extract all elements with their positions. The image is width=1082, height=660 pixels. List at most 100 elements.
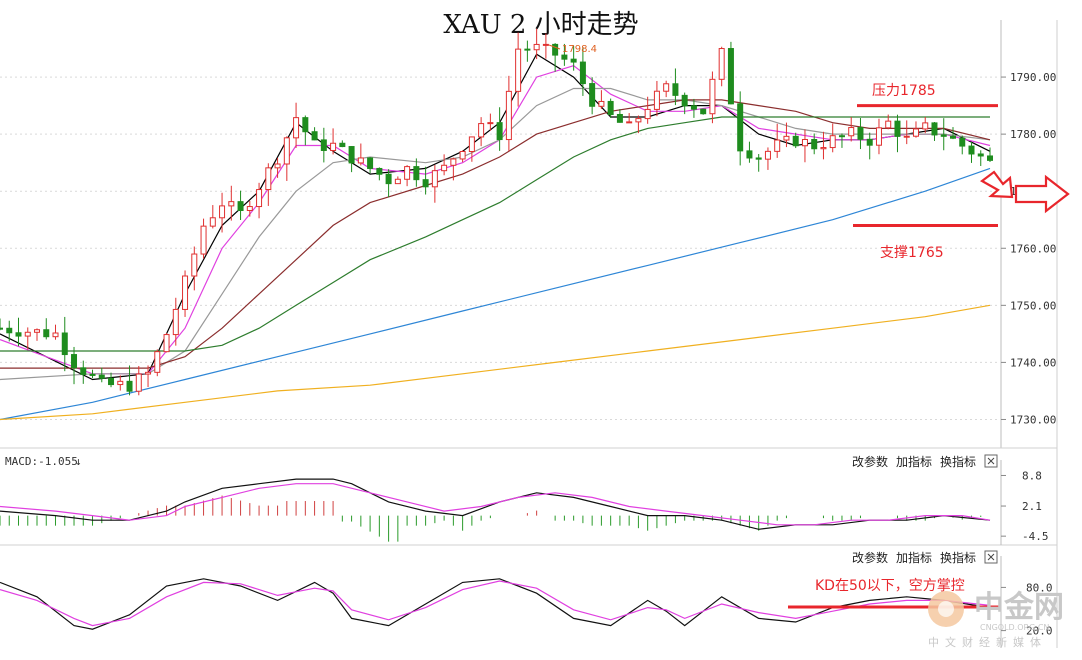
candle-body	[987, 155, 993, 161]
candle-body	[108, 377, 115, 386]
cngold-watermark: 中金网 CNGOLD.ORG.CN 中文财经新媒体	[928, 590, 1064, 649]
price-axis-ticks: 1730.001740.001750.001760.001770.001780.…	[1001, 71, 1056, 426]
macd-label: MACD:-1.055	[5, 455, 78, 468]
candle-body	[894, 120, 901, 137]
macd-close-icon[interactable]	[984, 454, 998, 468]
candle-body	[533, 43, 540, 51]
kd-tick-label: 80.0	[1026, 581, 1053, 594]
candle-body	[246, 206, 253, 211]
macd-histogram	[0, 495, 982, 542]
candle-body	[616, 113, 623, 123]
kd-modify-params-button[interactable]: 改参数	[852, 550, 888, 565]
macd-switch-indicator-button[interactable]: 换指标	[940, 454, 976, 469]
candle-body	[505, 90, 512, 141]
kd-axis-ticks: 80.0 20.0	[1001, 581, 1053, 638]
candle-body	[598, 100, 605, 107]
kd-add-indicator-button[interactable]: 加指标	[896, 550, 932, 565]
candle-body	[71, 354, 78, 369]
candle-body	[857, 127, 864, 140]
kd-switch-indicator-button[interactable]: 换指标	[940, 550, 976, 565]
right-arrow-icon	[1014, 174, 1070, 214]
macd-modify-params-button[interactable]: 改参数	[852, 454, 888, 469]
candle-body	[764, 150, 771, 160]
candle-body	[515, 48, 522, 92]
candle-body	[875, 127, 882, 146]
candle-body	[709, 78, 716, 115]
candle-body	[672, 83, 679, 96]
candle-body	[866, 138, 873, 146]
candle-body	[783, 135, 790, 141]
price-tick-label: 1750.00	[1010, 299, 1056, 312]
candle-body	[172, 308, 179, 336]
candle-body	[367, 157, 374, 169]
candle-body	[219, 205, 226, 219]
candle-body	[737, 103, 744, 152]
watermark-sub: 中文财经新媒体	[928, 635, 1047, 649]
candle-body	[931, 122, 938, 136]
candle-body	[487, 122, 494, 125]
candle-body	[690, 105, 697, 110]
candle-body	[339, 142, 346, 148]
candle-body	[274, 163, 281, 169]
kd-k-line	[0, 578, 991, 630]
macd-tick-label: -4.5	[1022, 530, 1049, 543]
candle-body	[61, 332, 68, 356]
candle-body	[302, 117, 309, 133]
candle-body	[727, 48, 734, 105]
candle-body	[441, 164, 448, 172]
candle-body	[542, 43, 549, 46]
candle-body	[80, 367, 87, 375]
macd-add-indicator-button[interactable]: 加指标	[896, 454, 932, 469]
candle-body	[330, 142, 337, 151]
candle-body	[949, 135, 956, 139]
candle-body	[15, 332, 22, 337]
candle-body	[89, 373, 96, 376]
kd-note: KD在50以下，空方掌控	[815, 578, 965, 594]
candle-body	[293, 117, 300, 139]
candle-body	[626, 121, 633, 124]
candle-body	[209, 217, 216, 227]
support-label: 支撑1765	[880, 245, 944, 261]
candle-body	[570, 58, 577, 63]
down-arrow-icon	[979, 170, 1014, 199]
macd-down-arrow-icon: ↓	[75, 455, 82, 468]
candle-body	[163, 334, 170, 353]
macd-tick-label: 2.1	[1022, 500, 1042, 513]
candle-body	[663, 83, 670, 92]
candle-body	[478, 123, 485, 138]
candle-body	[0, 327, 3, 330]
macd-lines	[0, 478, 991, 530]
kd-close-icon[interactable]	[984, 550, 998, 564]
kd-lines	[0, 578, 991, 630]
candle-body	[154, 351, 161, 373]
candle-body	[468, 136, 475, 152]
candlesticks	[0, 28, 993, 396]
candle-body	[968, 145, 975, 155]
candle-body	[589, 83, 596, 107]
candle-body	[524, 48, 531, 51]
candle-body	[24, 331, 31, 337]
candle-body	[579, 61, 586, 85]
moving-average-line	[0, 99, 991, 369]
candle-body	[283, 137, 290, 165]
candle-body	[385, 173, 392, 185]
kd-tick-label: 20.0	[1026, 625, 1053, 638]
candle-body	[718, 48, 725, 80]
candle-body	[404, 166, 411, 180]
candle-body	[774, 139, 781, 152]
price-tick-label: 1780.00	[1010, 128, 1056, 141]
candle-body	[431, 170, 438, 188]
candle-body	[792, 135, 799, 147]
candle-body	[848, 127, 855, 137]
watermark-en: CNGOLD.ORG.CN	[980, 623, 1049, 632]
moving-average-line	[0, 87, 991, 381]
macd-dea-line	[0, 483, 991, 526]
candle-body	[413, 166, 420, 181]
candle-body	[237, 201, 244, 211]
candle-body	[838, 135, 845, 138]
candle-body	[922, 122, 929, 130]
macd-tick-label: 8.8	[1022, 469, 1042, 482]
candle-body	[635, 118, 642, 123]
candle-body	[182, 275, 189, 310]
